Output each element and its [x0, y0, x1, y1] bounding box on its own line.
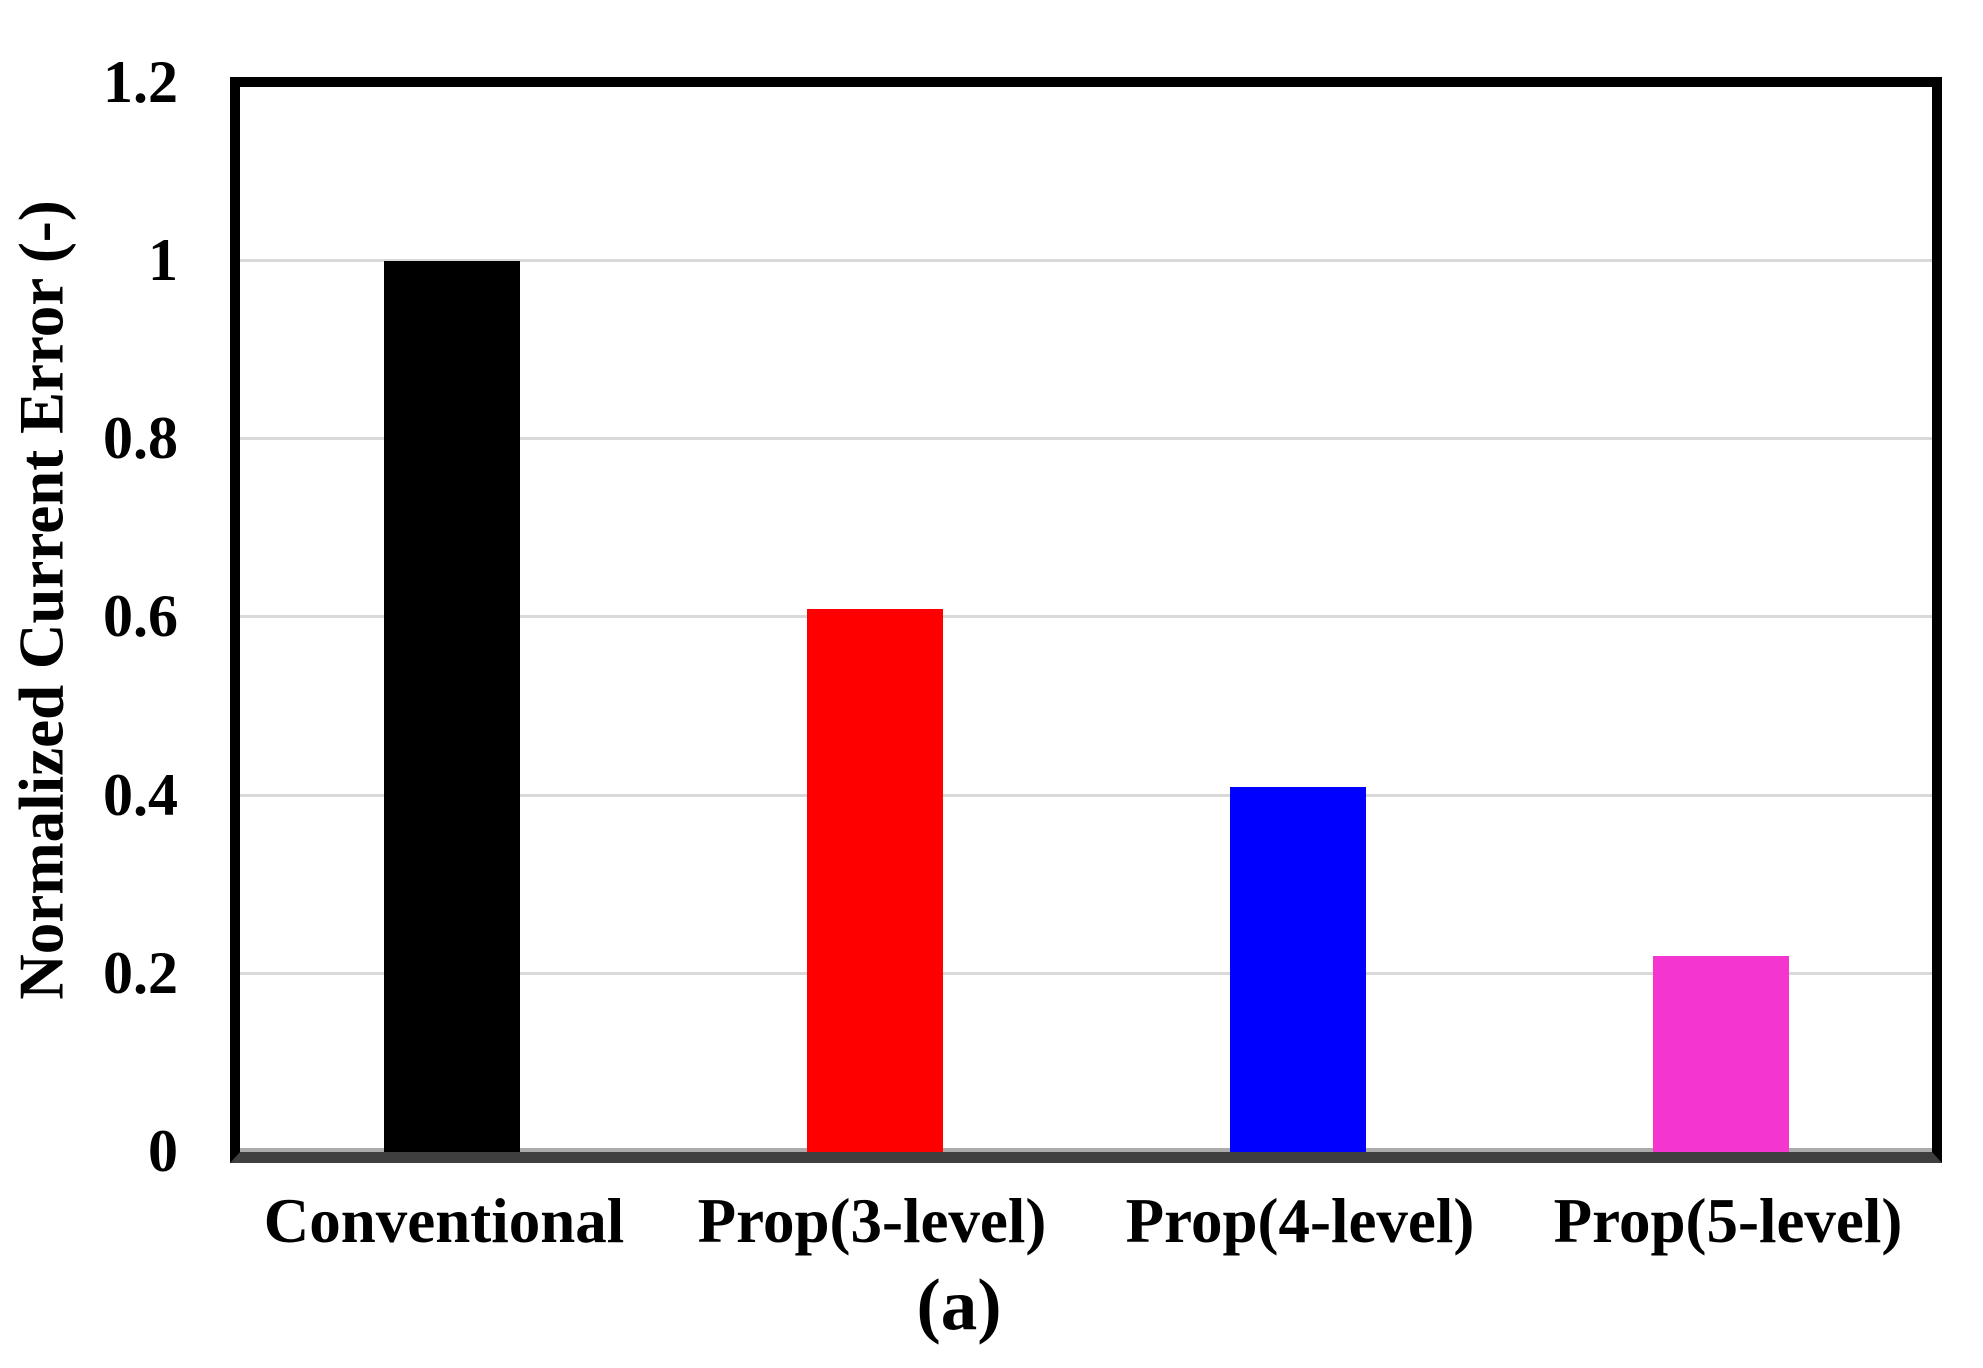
bar-slots [240, 87, 1932, 1152]
x-category-label-prop-3-level: Prop(3-level) [697, 1186, 1047, 1256]
y-tick-label-0-8: 0.8 [103, 404, 178, 471]
y-tick-label-1: 1 [148, 226, 178, 293]
x-category-label-prop-5-level: Prop(5-level) [1553, 1186, 1903, 1256]
bar-slot-conventional [240, 87, 663, 1152]
bar-conventional [383, 261, 520, 1152]
x-category-label-prop-4-level: Prop(4-level) [1125, 1186, 1475, 1256]
gridline-0.4 [240, 793, 1932, 797]
plot-inner [240, 87, 1932, 1152]
y-tick-label-0-4: 0.4 [103, 761, 178, 828]
gridline-1 [240, 259, 1932, 262]
bar-slot-prop-4-level [1086, 87, 1509, 1152]
bar-prop-5-level [1652, 955, 1789, 1152]
y-axis-tick-labels: 0 0.2 0.4 0.6 0.8 1 1.2 [0, 0, 178, 1368]
bar-slot-prop-5-level [1509, 87, 1932, 1152]
plot-area [230, 77, 1942, 1163]
gridline-0.2 [240, 971, 1932, 975]
gridline-0.6 [240, 615, 1932, 619]
x-category-label-conventional: Conventional [263, 1186, 625, 1256]
x-axis-baseline-highlight [240, 1148, 1932, 1152]
bar-prop-4-level [1229, 786, 1366, 1152]
figure-caption: (a) [916, 1264, 1002, 1345]
y-tick-label-0-6: 0.6 [103, 583, 178, 650]
y-tick-label-0-2: 0.2 [103, 939, 178, 1006]
bar-slot-prop-3-level [663, 87, 1086, 1152]
y-tick-label-1-2: 1.2 [103, 48, 178, 115]
bar-prop-3-level [806, 608, 943, 1152]
gridline-0.8 [240, 437, 1932, 441]
y-tick-label-0: 0 [148, 1117, 178, 1184]
x-axis-category-labels: Conventional Prop(3-level) Prop(4-level) Pr… [230, 1188, 1942, 1254]
